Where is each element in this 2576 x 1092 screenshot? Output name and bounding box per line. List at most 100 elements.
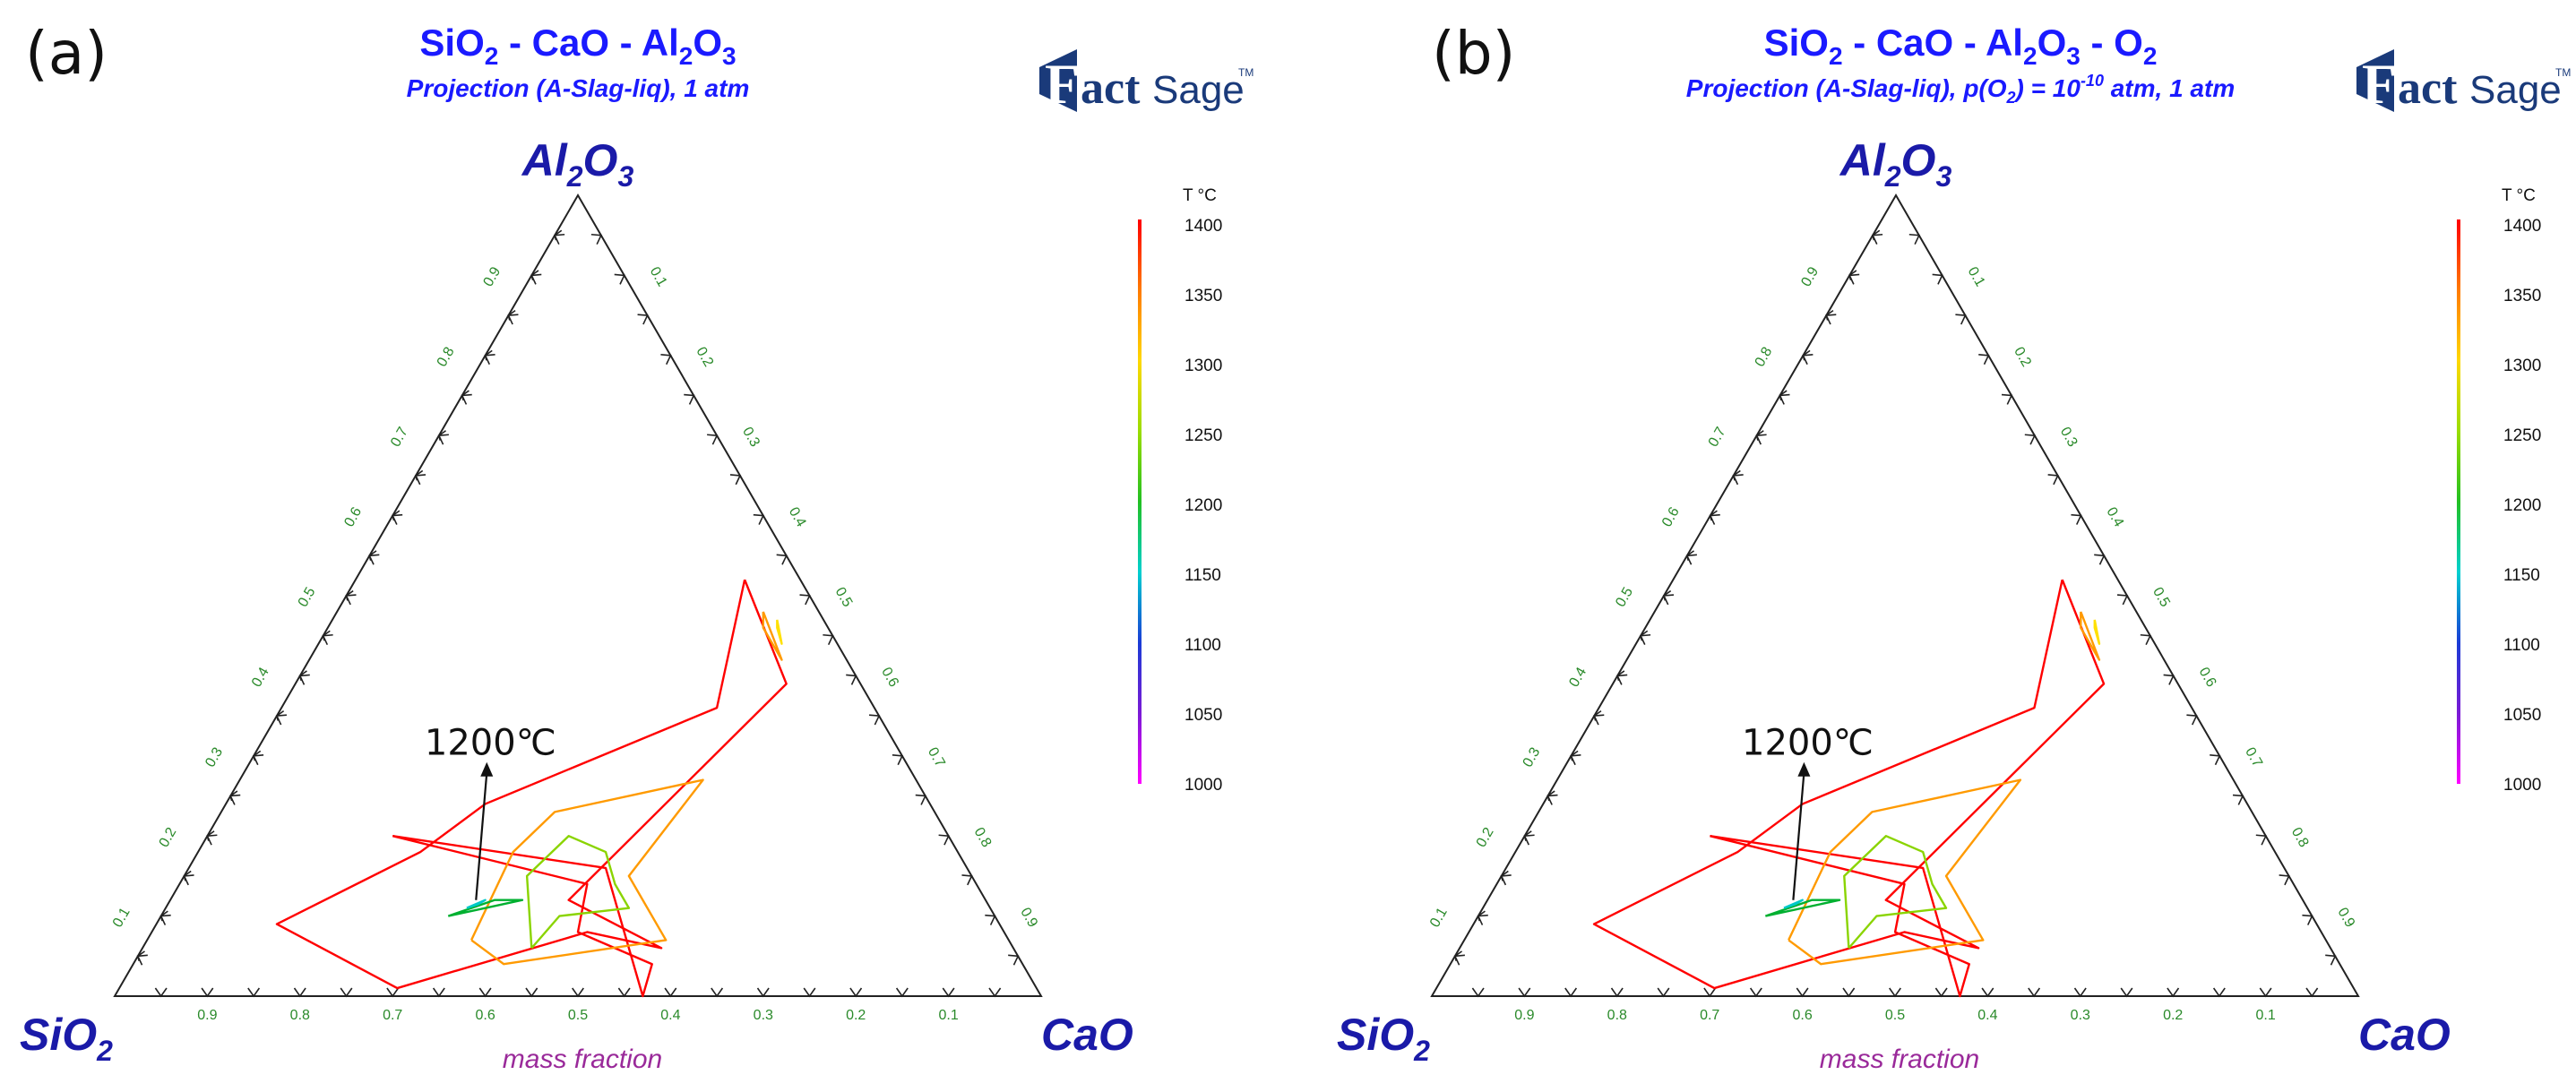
tick-mark [1732, 474, 1744, 486]
tick-mark [2073, 987, 2087, 998]
svg-text:F: F [1045, 52, 1080, 116]
ternary-frame [113, 193, 1043, 997]
tick-mark [2232, 794, 2244, 805]
tick-label: 0.4 [2103, 504, 2126, 529]
tick-mark [298, 674, 310, 685]
tick-label: 0.9 [480, 264, 504, 289]
tick-label: 0.4 [660, 1008, 680, 1023]
tick-mark [247, 987, 261, 998]
tick-mark [1453, 954, 1465, 966]
tick-label: 0.9 [1798, 264, 1822, 289]
colorbar-tick-label: 1150 [2503, 566, 2540, 585]
tick-mark [776, 554, 788, 565]
tick-label: 0.1 [1427, 905, 1451, 930]
tick-label: 0.5 [831, 585, 855, 610]
tick-mark [1908, 233, 1921, 245]
tick-mark [1934, 987, 1948, 998]
colorbar: T °C 1400 1350 1300 1250 1200 1150 1100 1050 100… [2457, 186, 2541, 795]
tick-label: 0.5 [2150, 585, 2173, 610]
tick-mark [206, 834, 218, 846]
tick-label: 0.8 [1607, 1008, 1627, 1023]
isotherm-1350 [2080, 611, 2101, 661]
tick-mark [136, 954, 148, 966]
panel-a: (a) SiO2 - CaO - Al2O3 Projection (A-Sla… [20, 19, 1254, 1074]
colorbar-tick-label: 1100 [1185, 636, 1221, 655]
tick-mark [660, 354, 672, 365]
tick-mark [729, 474, 742, 486]
tick-label: 0.3 [202, 745, 226, 770]
tick-mark [617, 987, 631, 998]
panel-label: (b) [1432, 19, 1515, 88]
colorbar-tick-label: 1300 [2503, 357, 2541, 375]
tick-label: 0.3 [739, 425, 762, 450]
tick-mark [345, 594, 357, 606]
factsage-logo: F act Sage TM [1039, 49, 1254, 116]
annotation-arrow [1792, 772, 1805, 900]
svg-text:F: F [2362, 52, 2397, 116]
tick-label: 0.1 [647, 264, 670, 289]
tick-mark [368, 554, 380, 565]
tick-label: 0.6 [878, 665, 901, 690]
svg-text:TM: TM [2555, 66, 2571, 79]
tick-label: 0.9 [197, 1008, 217, 1023]
tick-mark [915, 794, 926, 805]
tick-marks [136, 229, 1020, 998]
tick-label: 0.3 [1521, 745, 1544, 770]
tick-mark [988, 987, 1002, 998]
colorbar-tick-label: 1250 [2503, 426, 2541, 445]
tick-label: 0.2 [157, 825, 180, 850]
colorbar-bar [1138, 219, 1142, 784]
apex-label-top: Al2O3 [1839, 135, 1952, 193]
tick-mark [823, 633, 834, 645]
tick-label: 0.7 [383, 1008, 402, 1023]
svg-text:TM: TM [1238, 66, 1254, 79]
tick-label: 0.4 [786, 504, 809, 529]
isotherm-1150 [1783, 899, 1804, 909]
tick-label: 0.2 [1474, 825, 1497, 850]
tick-mark [432, 987, 445, 998]
tick-mark [461, 393, 472, 405]
tick-label: 0.9 [2334, 905, 2357, 930]
tick-mark [938, 834, 950, 846]
apex-label-right: CaO [2358, 1010, 2451, 1060]
tick-mark [525, 987, 538, 998]
isotherm-1200 [447, 899, 524, 917]
tick-mark [2279, 874, 2290, 886]
tick-mark [1008, 954, 1020, 966]
xlabel: mass fraction [503, 1045, 662, 1074]
svg-text:Sage: Sage [2469, 68, 2562, 112]
isotherm-1300 [2093, 619, 2101, 645]
colorbar-tick-label: 1400 [1185, 217, 1222, 236]
tick-mark [1755, 434, 1767, 445]
tick-label: 0.7 [925, 745, 948, 770]
tick-mark [1477, 914, 1488, 925]
tick-label: 0.2 [2163, 1008, 2183, 1023]
tick-mark [2028, 987, 2041, 998]
tick-mark [1615, 674, 1628, 685]
tick-mark [1978, 354, 1990, 365]
tick-label: 0.7 [1700, 1008, 1719, 1023]
apex-label-top: Al2O3 [521, 135, 634, 193]
tick-mark [2116, 594, 2129, 606]
tick-mark [572, 987, 584, 998]
colorbar-tick-label: 1150 [1185, 566, 1221, 585]
isotherm-1400 [392, 835, 653, 998]
colorbar-tick-label: 1250 [1185, 426, 1222, 445]
isotherm-1400 [1710, 835, 1970, 998]
tick-mark [961, 874, 973, 886]
tick-mark [2212, 987, 2226, 998]
annotation-label: 1200℃ [1742, 723, 1874, 764]
isotherm-1400 [1592, 579, 2106, 990]
ternary-plot: 0.1 0.1 0.1 0.2 0.2 0.2 0.3 0.3 0.3 0.4 0.4 0.4 0.5 0… [110, 193, 1043, 1023]
colorbar-tick-label: 1050 [1185, 706, 1222, 725]
isotherm-1200 [1764, 899, 1841, 917]
tick-label: 0.1 [938, 1008, 958, 1023]
tick-label: 0.8 [2288, 825, 2312, 850]
tick-mark [1703, 987, 1717, 998]
tick-label: 0.6 [2196, 665, 2219, 690]
isotherm-1350 [762, 611, 783, 661]
tick-mark [1662, 594, 1675, 606]
tick-mark [614, 273, 625, 285]
tick-marks [1453, 229, 2337, 998]
